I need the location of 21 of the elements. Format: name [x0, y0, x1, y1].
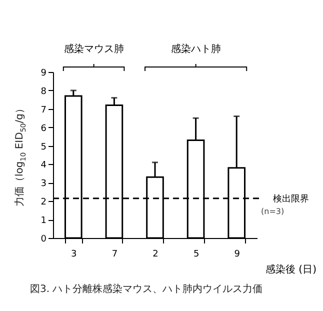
y-tick-label: 1 [40, 216, 46, 226]
y-tick-label: 5 [40, 142, 46, 152]
x-tick-label: 3 [71, 250, 77, 260]
x-tick-label: 7 [112, 250, 118, 260]
y-tick-label: 2 [40, 198, 46, 208]
ref-line-label: 検出限界 [273, 193, 309, 204]
text: (n=3) [261, 207, 284, 216]
caption: 図3. ハト分離株感染マウス、ハト肺内ウイルス力価 [30, 282, 263, 296]
text: 感染マウス肺 [64, 43, 124, 55]
x-tick-label: 5 [193, 250, 200, 260]
y-tick-label: 8 [40, 86, 47, 97]
text: 感染ハト肺 [170, 43, 221, 55]
y-tick-label: 0 [40, 234, 47, 244]
y-tick-label: 6 [40, 124, 47, 134]
y-tick-label: 4 [40, 160, 47, 171]
x-tick-label: 9 [234, 250, 240, 260]
x-axis-title: 感染後 (日) [266, 264, 317, 276]
y-tick-label: 7 [40, 105, 46, 116]
y-tick-label: 3 [40, 179, 46, 190]
y-tick-label: 9 [40, 68, 47, 78]
x-tick-label: 2 [152, 250, 158, 260]
